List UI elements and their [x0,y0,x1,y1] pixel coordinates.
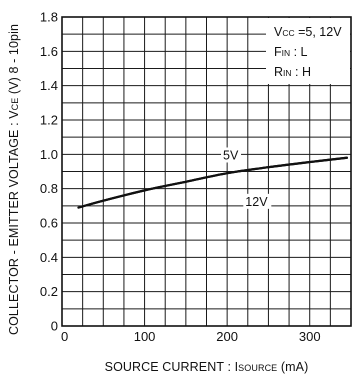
curves [77,156,348,209]
y-tick-label: 0.8 [40,181,58,196]
y-tick-label: 1.4 [40,78,58,93]
condition-line: RIN : H [274,65,311,79]
condition-value: : H [292,65,311,79]
y-axis-title-suffix: (V) 8 - 10pin [7,24,21,98]
condition-line: FIN : L [274,45,308,59]
condition-value: =5, 12V [295,25,343,39]
y-axis-title-prefix: COLLECTOR - EMITTER VOLTAGE : V [7,110,21,335]
series-annotation-label: 12V [245,195,268,209]
x-tick-label: 100 [134,329,156,344]
condition-main: R [274,65,283,79]
condition-subscript: IN [283,68,292,78]
plot-frame [61,16,352,327]
condition-main: F [274,45,282,59]
annotations: 5V 12V [221,147,272,209]
y-tick-label: 1.0 [40,147,58,162]
y-axis-title: COLLECTOR - EMITTER VOLTAGE : VCE (V) 8 … [7,24,21,335]
x-axis-title-prefix: SOURCE CURRENT : I [105,360,239,374]
annotation-background [221,147,242,163]
series-line-5v [77,156,348,209]
condition-box-background [266,18,350,84]
y-tick-label: 0 [51,319,58,334]
y-axis-title-subscript: CE [10,98,20,111]
condition-subscript: IN [282,48,291,58]
x-tick-label: 200 [216,329,238,344]
x-axis-title-subscript: SOURCE [238,363,277,373]
y-tick-label: 1.6 [40,44,58,59]
x-axis-title-unit: (mA) [277,360,308,374]
condition-subscript: CC [282,28,294,38]
condition-line: VCC =5, 12V [274,25,342,39]
x-axis-title: SOURCE CURRENT : ISOURCE (mA) [105,360,309,374]
y-tick-label: 0.6 [40,216,58,231]
y-tick-label: 1.2 [40,113,58,128]
condition-value: : L [290,45,307,59]
x-tick-label: 300 [299,329,321,344]
y-tick-label: 1.8 [40,10,58,25]
y-tick-label: 0.4 [40,250,58,265]
condition-main: V [274,25,283,39]
tick-labels: 0 0.2 0.4 0.6 0.8 1.0 1.2 1.4 1.6 1.8 0 100 200 300 [40,10,321,345]
y-tick-label: 0.2 [40,284,58,299]
series-annotation-label: 5V [223,148,239,162]
series-line-12v [77,156,348,209]
annotation-background [243,193,272,209]
x-tick-label: 0 [61,329,68,344]
